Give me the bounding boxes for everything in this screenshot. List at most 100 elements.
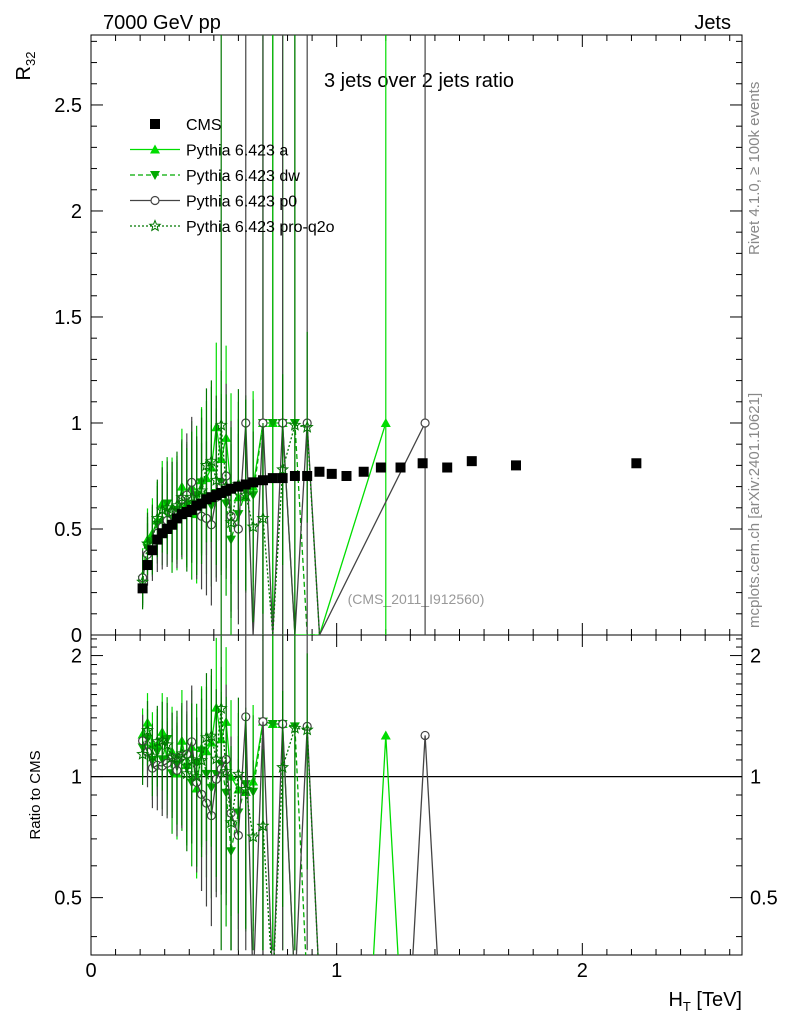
legend-item: Pythia 6.423 a bbox=[130, 143, 288, 160]
cms-data-point bbox=[466, 456, 477, 467]
ratio-panel-frame bbox=[90, 634, 743, 956]
x-tick-label: 1 bbox=[331, 960, 342, 982]
cms-data-point bbox=[314, 466, 325, 477]
cms-data-point bbox=[326, 468, 337, 479]
cms-data-point bbox=[142, 560, 153, 571]
data-point bbox=[288, 418, 302, 431]
ratio-series-3 bbox=[136, 635, 319, 955]
series-cms bbox=[137, 456, 642, 594]
data-point bbox=[276, 462, 290, 476]
ratio-point bbox=[180, 766, 194, 780]
y-tick-label-ratio-right: 1 bbox=[750, 767, 761, 789]
data-point bbox=[380, 417, 391, 427]
process-label: Jets bbox=[694, 12, 731, 34]
y-tick-label-main: 1 bbox=[71, 413, 82, 435]
cms-data-point bbox=[358, 466, 369, 477]
ratio-point bbox=[145, 749, 159, 762]
x-axis-label: HT [TeV] bbox=[668, 989, 742, 1014]
y-tick-label-main: 1.5 bbox=[54, 307, 82, 329]
data-point bbox=[214, 418, 228, 431]
collision-label: 7000 GeV pp bbox=[103, 12, 221, 34]
y-tick-label-ratio-right: 0.5 bbox=[750, 888, 778, 910]
y-axis-label-main: R32 bbox=[13, 52, 38, 81]
y-axis-label-ratio: Ratio to CMS bbox=[27, 750, 44, 839]
cms-data-point bbox=[442, 462, 453, 473]
legend-marker bbox=[150, 195, 160, 206]
ratio-point bbox=[160, 737, 174, 751]
ratio-point bbox=[204, 729, 218, 742]
cms-data-point bbox=[152, 534, 163, 545]
data-point bbox=[204, 454, 218, 467]
legend-item: Pythia 6.423 p0 bbox=[130, 194, 297, 211]
y-tick-label-main: 0.5 bbox=[54, 519, 82, 541]
cms-data-point bbox=[226, 483, 237, 494]
x-tick-label: 2 bbox=[577, 960, 588, 982]
ratio-point bbox=[136, 747, 150, 760]
cms-data-point bbox=[267, 473, 278, 484]
data-point bbox=[195, 483, 209, 497]
cms-data-point bbox=[167, 519, 178, 530]
cms-data-point bbox=[631, 458, 642, 469]
main-panel-ticks: 0 0.5 1 1.5 2 2.5 bbox=[54, 35, 742, 647]
data-point bbox=[224, 515, 238, 529]
ratio-point bbox=[185, 752, 199, 766]
cms-data-point bbox=[375, 462, 386, 473]
main-panel-data bbox=[136, 35, 642, 635]
ratio-point bbox=[288, 721, 302, 734]
rivet-version-watermark: Rivet 4.1.0, ≥ 100k events bbox=[746, 82, 763, 255]
cms-data-point bbox=[137, 583, 148, 594]
y-tick-label-ratio: 1 bbox=[71, 767, 82, 789]
legend-marker bbox=[150, 119, 160, 129]
data-point bbox=[239, 488, 253, 501]
y-tick-label-ratio: 2 bbox=[71, 646, 82, 668]
cms-data-point bbox=[248, 477, 259, 488]
cms-data-point bbox=[417, 458, 428, 469]
chart-title: 3 jets over 2 jets ratio bbox=[324, 70, 514, 92]
legend-marker bbox=[150, 144, 160, 154]
y-tick-label-main: 0 bbox=[71, 625, 82, 647]
ratio-point bbox=[380, 730, 391, 740]
legend: CMS Pythia 6.423 a Pythia 6.423 dw Pythia 6… bbox=[130, 117, 335, 236]
legend-label: Pythia 6.423 a bbox=[186, 143, 288, 160]
series-1 bbox=[137, 35, 320, 635]
y-tick-label-main: 2 bbox=[71, 201, 82, 223]
ratio-point bbox=[141, 723, 154, 736]
ratio-point bbox=[224, 815, 238, 829]
ratio-point bbox=[300, 723, 314, 736]
cms-data-point bbox=[147, 545, 158, 556]
data-point bbox=[209, 473, 223, 486]
cms-data-point bbox=[395, 462, 406, 473]
data-point bbox=[185, 490, 199, 503]
legend-label: Pythia 6.423 pro-q2o bbox=[186, 219, 335, 236]
ratio-series-2 bbox=[137, 635, 438, 955]
data-point bbox=[256, 511, 270, 524]
legend-item: Pythia 6.423 dw bbox=[130, 168, 300, 185]
legend-marker bbox=[150, 171, 160, 180]
data-point bbox=[246, 520, 260, 533]
legend-item: CMS bbox=[150, 117, 222, 134]
y-tick-label-main: 2.5 bbox=[54, 95, 82, 117]
ratio-line bbox=[142, 720, 307, 955]
data-point bbox=[420, 418, 430, 428]
cms-data-point bbox=[341, 470, 352, 481]
data-point bbox=[300, 420, 314, 433]
legend-label: CMS bbox=[186, 117, 222, 134]
cms-data-point bbox=[240, 479, 251, 490]
series-3 bbox=[136, 35, 321, 635]
cms-data-point bbox=[257, 475, 268, 486]
cms-data-point bbox=[277, 473, 288, 484]
series-0 bbox=[137, 35, 391, 635]
ratio-panel-data bbox=[136, 635, 438, 955]
legend-marker bbox=[148, 219, 162, 232]
ratio-point bbox=[195, 753, 209, 766]
cms-data-point bbox=[233, 481, 244, 492]
legend-item: Pythia 6.423 pro-q2o bbox=[130, 219, 335, 236]
data-point bbox=[150, 511, 164, 524]
ratio-line bbox=[141, 708, 319, 955]
data-point bbox=[155, 503, 169, 516]
legend-label: Pythia 6.423 dw bbox=[186, 168, 300, 185]
analysis-tag: (CMS_2011_I912560) bbox=[348, 591, 485, 607]
cms-data-point bbox=[302, 470, 313, 481]
ratio-point bbox=[209, 752, 223, 765]
